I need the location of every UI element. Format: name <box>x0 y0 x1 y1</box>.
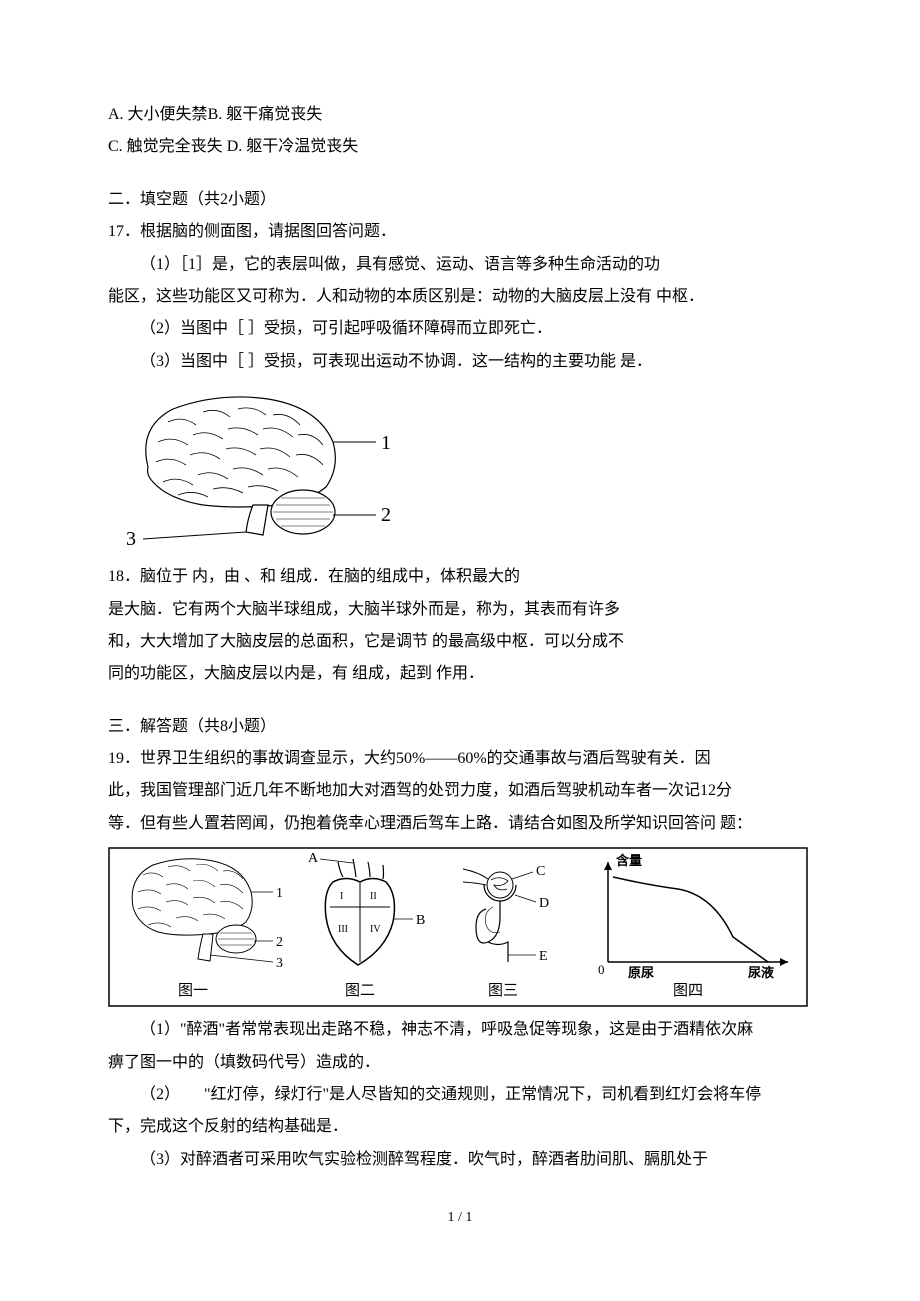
brain-label-2: 2 <box>381 504 391 526</box>
fig2-roman-2: II <box>370 891 377 902</box>
fig1-label-3: 3 <box>276 956 283 971</box>
fig4-ylabel: 含量 <box>615 853 642 868</box>
fig1-caption: 图一 <box>178 982 208 999</box>
section-2-title: 二．填空题（共2小题） <box>108 185 812 215</box>
q18-l2: 是大脑．它有两个大脑半球组成，大脑半球外而是，称为，其表而有许多 <box>108 595 812 625</box>
fig3-label-e: E <box>539 949 548 964</box>
q19-p1b: 痹了图一中的（填数码代号）造成的． <box>108 1048 812 1078</box>
fig4-graph: 含量 0 原尿 尿液 <box>598 853 788 980</box>
fig2-caption: 图二 <box>345 982 375 999</box>
brain-label-1: 1 <box>381 432 391 454</box>
fig4-zero: 0 <box>598 962 605 977</box>
multi-diagram: 1 2 3 图一 I II III IV A <box>108 847 808 1007</box>
brain-stem <box>246 505 268 535</box>
fig3-label-d: D <box>539 896 549 911</box>
fig3-nephron: C D E <box>463 864 549 964</box>
fig3-label-c: C <box>536 864 545 879</box>
multi-svg: 1 2 3 图一 I II III IV A <box>108 847 808 1007</box>
q18-l4: 同的功能区，大脑皮层以内是，有 组成，起到 作用． <box>108 659 812 689</box>
fig4-x1: 原尿 <box>628 965 654 980</box>
q18-l3: 和，大大增加了大脑皮层的总面积，它是调节 的最高级中枢．可以分成不 <box>108 627 812 657</box>
fig4-caption: 图四 <box>673 982 703 999</box>
brain-svg: 1 2 3 <box>108 387 408 552</box>
q19-l3: 等．但有些人置若罔闻，仍抱着侥幸心理酒后驾车上路．请结合如图及所学知识回答问 题… <box>108 809 812 839</box>
brain-diagram: 1 2 3 <box>108 387 408 552</box>
q19-l1: 19．世界卫生组织的事故调查显示，大约50%——60%的交通事故与酒后驾驶有关．… <box>108 744 812 774</box>
q16-option-a: A. 大小便失禁B. 躯干痛觉丧失 <box>108 100 812 130</box>
q16-option-cd: C. 触觉完全丧失 D. 躯干冷温觉丧失 <box>108 132 812 162</box>
q19-l2: 此，我国管理部门近几年不断地加大对酒驾的处罚力度，如酒后驾驶机动车者一次记12分 <box>108 776 812 806</box>
q19-p1a: （1）"醉酒"者常常表现出走路不稳，神志不清，呼吸急促等现象，这是由于酒精依次麻 <box>108 1015 812 1045</box>
q18-l1: 18．脑位于 内，由 、和 组成．在脑的组成中，体积最大的 <box>108 562 812 592</box>
q17-p2: （2）当图中［ ］受损，可引起呼吸循环障碍而立即死亡． <box>108 314 812 344</box>
fig2-roman-1: I <box>340 891 343 902</box>
cerebellum <box>271 490 335 534</box>
fig2-roman-3: III <box>338 924 348 935</box>
fig4-x2: 尿液 <box>748 965 774 980</box>
fig2-label-a: A <box>308 851 319 866</box>
option-b-text: B. 躯干痛觉丧失 <box>208 106 323 123</box>
page-footer: 1 / 1 <box>108 1205 812 1232</box>
option-a-text: A. 大小便失禁 <box>108 106 208 123</box>
fig3-caption: 图三 <box>488 982 518 999</box>
fig2-heart: I II III IV A B <box>308 851 425 965</box>
fig2-label-b: B <box>416 913 425 928</box>
q17-p3: （3）当图中［ ］受损，可表现出运动不协调．这一结构的主要功能 是． <box>108 347 812 377</box>
brain-label-3: 3 <box>126 528 136 550</box>
fig1-label-1: 1 <box>276 886 283 901</box>
q19-p2b: 下，完成这个反射的结构基础是． <box>108 1112 812 1142</box>
fig1-label-2: 2 <box>276 935 283 950</box>
q19-p3: （3）对醉酒者可采用吹气实验检测醉驾程度．吹气时，醉酒者肋间肌、膈肌处于 <box>108 1145 812 1175</box>
option-d-text: D. 躯干冷温觉丧失 <box>227 138 359 155</box>
q17-p1a: （1）［1］是，它的表层叫做，具有感觉、运动、语言等多种生命活动的功 <box>108 250 812 280</box>
fig2-roman-4: IV <box>370 924 381 935</box>
fig1-brain: 1 2 3 <box>132 859 283 971</box>
q17-stem: 17．根据脑的侧面图，请据图回答问题． <box>108 217 812 247</box>
section-3-title: 三．解答题（共8小题） <box>108 712 812 742</box>
q17-p1b: 能区，这些功能区又可称为．人和动物的本质区别是：动物的大脑皮层上没有 中枢． <box>108 282 812 312</box>
option-c-text: C. 触觉完全丧失 <box>108 138 223 155</box>
q19-p2a: （2） "红灯停，绿灯行"是人尽皆知的交通规则，正常情况下，司机看到红灯会将车停 <box>108 1080 812 1110</box>
